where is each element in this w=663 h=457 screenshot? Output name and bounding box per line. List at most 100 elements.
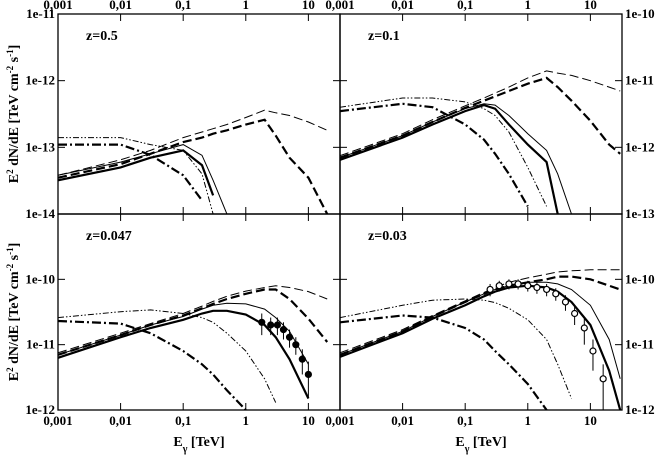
panel-frame	[339, 213, 623, 411]
x-tick-label: 1	[243, 0, 250, 12]
x-tick-label: 10	[302, 413, 315, 428]
x-tick-label: 0,001	[43, 413, 72, 428]
curve	[58, 285, 328, 354]
curve	[58, 137, 214, 214]
x-tick-label: 0,01	[391, 413, 414, 428]
y-tick-label: 1e-11	[26, 337, 55, 352]
label-part: s	[7, 56, 22, 66]
curve	[340, 97, 548, 207]
data-point	[514, 280, 522, 288]
y-tick-label: 1e-11	[625, 337, 654, 352]
label-part: dN/dE [TeV cm	[7, 271, 22, 367]
data-point	[298, 355, 306, 363]
data-point	[258, 318, 266, 326]
y-tick-label: 1e-10	[625, 271, 655, 286]
axis-label: E2 dN/dE [TeV cm-2 s-1]	[5, 243, 22, 382]
y-tick-label: 1e-14	[25, 206, 55, 221]
label-part: s	[7, 254, 22, 264]
plot-area	[58, 109, 329, 214]
y-tick-label: 1e-12	[625, 402, 655, 417]
label-part: E	[7, 372, 22, 381]
panel-label: z=0.1	[368, 29, 400, 44]
label-part: -2	[5, 263, 15, 271]
label-part: ]	[7, 243, 22, 248]
x-tick-label: 0,01	[109, 413, 132, 428]
y-tick-label: 1e-13	[25, 139, 55, 154]
y-tick-label: 1e-11	[26, 6, 55, 21]
data-point	[486, 285, 494, 294]
axis-label: E2 dN/dE [TeV cm-2 s-1]	[5, 45, 22, 184]
x-tick-label: 10	[584, 413, 597, 428]
data-point	[279, 326, 288, 334]
x-tick-label: 0,001	[325, 0, 354, 12]
x-tick-label: 1	[525, 413, 532, 428]
y-tick-label: 1e-12	[25, 73, 55, 88]
data-point	[543, 285, 551, 294]
label-part: E	[7, 174, 22, 183]
y-tick-label: 1e-12	[625, 139, 655, 154]
data-point	[267, 321, 275, 329]
data-point	[273, 321, 282, 329]
data-point	[561, 298, 570, 306]
curve	[58, 309, 310, 399]
curve	[340, 102, 529, 207]
data-point	[580, 324, 588, 332]
curve	[58, 149, 215, 196]
curve	[340, 76, 621, 159]
data-point	[589, 347, 597, 355]
axis-label: Eγ [TeV]	[173, 435, 224, 455]
x-tick-label: 10	[584, 0, 597, 12]
label-part: -1	[5, 247, 15, 255]
curve	[58, 319, 247, 410]
axis-label: Eγ [TeV]	[455, 435, 506, 455]
data-point	[285, 333, 294, 341]
label-part: 2	[5, 169, 15, 174]
curve	[340, 103, 559, 214]
curve	[58, 309, 277, 403]
label-part: ]	[7, 45, 22, 50]
curve	[340, 298, 572, 399]
data-point	[571, 309, 579, 318]
y-tick-label: 1e-10	[25, 271, 55, 286]
x-tick-label: 0,001	[325, 413, 354, 428]
curve	[58, 288, 329, 356]
x-tick-label: 0,1	[175, 0, 191, 12]
panel-label: z=0.03	[368, 229, 407, 244]
curve	[58, 109, 328, 176]
data-point	[552, 290, 560, 298]
data-point	[304, 370, 312, 379]
x-tick-label: 0,1	[175, 413, 191, 428]
plot-area	[58, 285, 329, 410]
curve	[340, 70, 621, 157]
data-point	[533, 283, 541, 292]
label-part: [TeV]	[187, 435, 224, 450]
label-part: E	[455, 435, 464, 450]
label-part: [TeV]	[469, 435, 506, 450]
label-part: γ	[464, 444, 470, 455]
y-tick-label: 1e-13	[625, 206, 655, 221]
y-tick-label: 1e-10	[625, 6, 655, 21]
label-part: dN/dE [TeV cm	[7, 73, 22, 169]
x-tick-label: 1	[243, 413, 250, 428]
curve	[58, 144, 228, 214]
label-part: -2	[5, 65, 15, 73]
x-tick-label: 0,001	[43, 0, 72, 12]
panel-label: z=0.047	[86, 229, 132, 244]
x-tick-label: 10	[302, 0, 315, 12]
data-point	[495, 282, 503, 290]
curve	[340, 314, 548, 410]
x-tick-label: 0,01	[391, 0, 414, 12]
data-point	[505, 280, 513, 288]
curve	[340, 269, 621, 354]
label-part: E	[173, 435, 182, 450]
x-tick-label: 1	[525, 0, 532, 12]
panel-label: z=0.5	[86, 29, 118, 44]
data-point	[292, 341, 300, 349]
data-point	[524, 282, 532, 290]
data-point	[599, 375, 607, 383]
label-part: γ	[182, 444, 188, 455]
label-part: 2	[5, 367, 15, 372]
curve	[340, 275, 621, 356]
